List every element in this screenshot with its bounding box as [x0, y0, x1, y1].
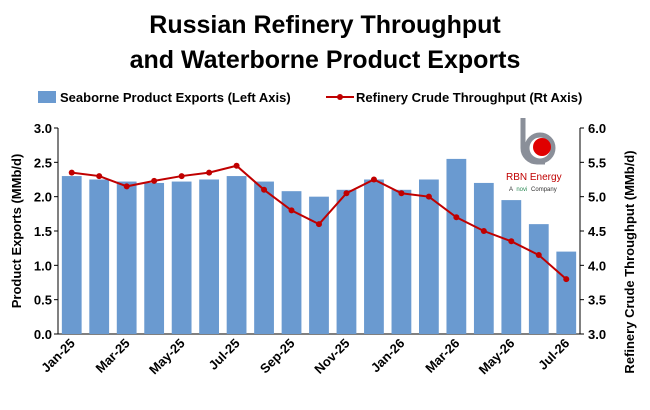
x-tick-label: May-25	[146, 336, 188, 378]
logo-red-drop-icon	[533, 138, 551, 156]
logo-ring-icon	[524, 132, 556, 164]
throughput-point-Mar-26	[453, 214, 460, 221]
bar-May-26	[501, 200, 522, 334]
bar-Jul-25	[226, 176, 247, 334]
right-tick-label: 3.5	[588, 293, 606, 308]
left-axis-ticks: 0.0 0.5 1.0 1.5 2.0 2.5 3.0	[34, 121, 58, 342]
right-tick-label: 6.0	[588, 121, 606, 136]
right-tick-label: 4.0	[588, 258, 606, 273]
throughput-point-Oct-25	[316, 221, 322, 228]
bar-Jan-26	[391, 189, 412, 334]
chart-title-line-1: Russian Refinery Throughput	[149, 11, 501, 39]
x-tick-label: Sep-25	[257, 336, 298, 377]
line-series	[68, 162, 570, 283]
right-tick-label: 5.5	[588, 155, 606, 170]
bar-Feb-26	[419, 179, 439, 334]
legend-swatch-exports	[38, 91, 56, 103]
bar-Jul-26	[556, 251, 577, 334]
left-tick-label: 0.0	[34, 327, 52, 342]
right-tick-label: 5.0	[588, 190, 606, 205]
bar-Jun-25	[199, 179, 219, 334]
logo-tagline-prefix: A	[509, 187, 513, 193]
throughput-point-Mar-25	[123, 183, 130, 190]
bar-Aug-25	[254, 181, 274, 334]
logo-name: RBN Energy	[506, 172, 562, 183]
left-tick-label: 2.5	[34, 155, 52, 170]
left-tick-label: 1.5	[34, 224, 52, 239]
throughput-point-Sep-25	[288, 207, 295, 214]
x-tick-label: Jul-25	[206, 336, 243, 373]
bar-Mar-26	[446, 158, 467, 334]
left-tick-label: 3.0	[34, 121, 52, 136]
logo-tagline: A novi Company	[509, 187, 557, 193]
x-tick-label: Jul-26	[535, 336, 572, 373]
right-tick-label: 4.5	[588, 224, 606, 239]
legend-label-exports: Seaborne Product Exports (Left Axis)	[60, 90, 291, 105]
bar-Feb-25	[89, 179, 110, 334]
bar-Sep-25	[281, 191, 302, 334]
x-tick-label: Mar-25	[93, 336, 133, 376]
bar-Apr-25	[144, 182, 165, 334]
throughput-point-Jul-26	[563, 276, 570, 283]
x-tick-label: Jan-26	[368, 336, 408, 376]
bar-Mar-25	[116, 181, 137, 334]
throughput-point-Feb-25	[96, 173, 103, 180]
x-axis-ticks: Jan-25 Mar-25 May-25 Jul-25 Sep-25 Nov-25 Jan-…	[38, 336, 572, 378]
throughput-point-Jan-25	[68, 169, 75, 176]
throughput-point-Aug-25	[261, 186, 268, 193]
throughput-point-Jun-26	[535, 252, 542, 259]
bar-Nov-25	[336, 189, 357, 334]
chart-title-line-2: and Waterborne Product Exports	[130, 46, 521, 74]
bar-Jun-26	[528, 224, 549, 334]
bar-Oct-25	[309, 196, 329, 334]
x-tick-label: May-26	[476, 336, 518, 378]
left-tick-label: 1.0	[34, 258, 52, 273]
x-tick-label: Mar-26	[422, 336, 462, 376]
right-axis-ticks: 3.0 3.5 4.0 4.5 5.0 5.5 6.0	[580, 121, 606, 342]
right-axis-label: Refinery Crude Throughput (MMb/d)	[622, 150, 637, 373]
logo-tagline-brand: novi	[516, 187, 527, 193]
throughput-point-May-26	[508, 238, 515, 245]
legend-marker-throughput	[337, 94, 343, 100]
throughput-point-Apr-26	[480, 228, 487, 234]
throughput-point-Jan-26	[398, 190, 405, 197]
throughput-point-Nov-25	[343, 190, 350, 197]
bar-Jan-25	[61, 176, 82, 334]
bar-series	[61, 158, 577, 334]
left-tick-label: 2.0	[34, 190, 52, 205]
legend: Seaborne Product Exports (Left Axis) Ref…	[38, 90, 582, 105]
logo-tagline-suffix: Company	[531, 187, 557, 193]
throughput-point-Feb-26	[425, 193, 432, 200]
bar-Apr-26	[473, 182, 494, 334]
left-tick-label: 0.5	[34, 293, 52, 308]
bar-Dec-25	[364, 179, 384, 334]
throughput-point-May-25	[178, 173, 185, 180]
throughput-point-Jun-25	[206, 169, 213, 176]
rbn-energy-logo: RBN Energy A novi Company	[506, 118, 562, 193]
throughput-point-Dec-25	[370, 176, 377, 183]
left-axis-label: Product Exports (MMb/d)	[9, 154, 24, 309]
bar-May-25	[171, 181, 192, 334]
legend-label-throughput: Refinery Crude Throughput (Rt Axis)	[356, 90, 582, 105]
right-tick-label: 3.0	[588, 327, 606, 342]
x-tick-label: Nov-25	[311, 336, 352, 377]
throughput-point-Jul-25	[233, 162, 240, 169]
throughput-point-Apr-25	[151, 177, 158, 184]
